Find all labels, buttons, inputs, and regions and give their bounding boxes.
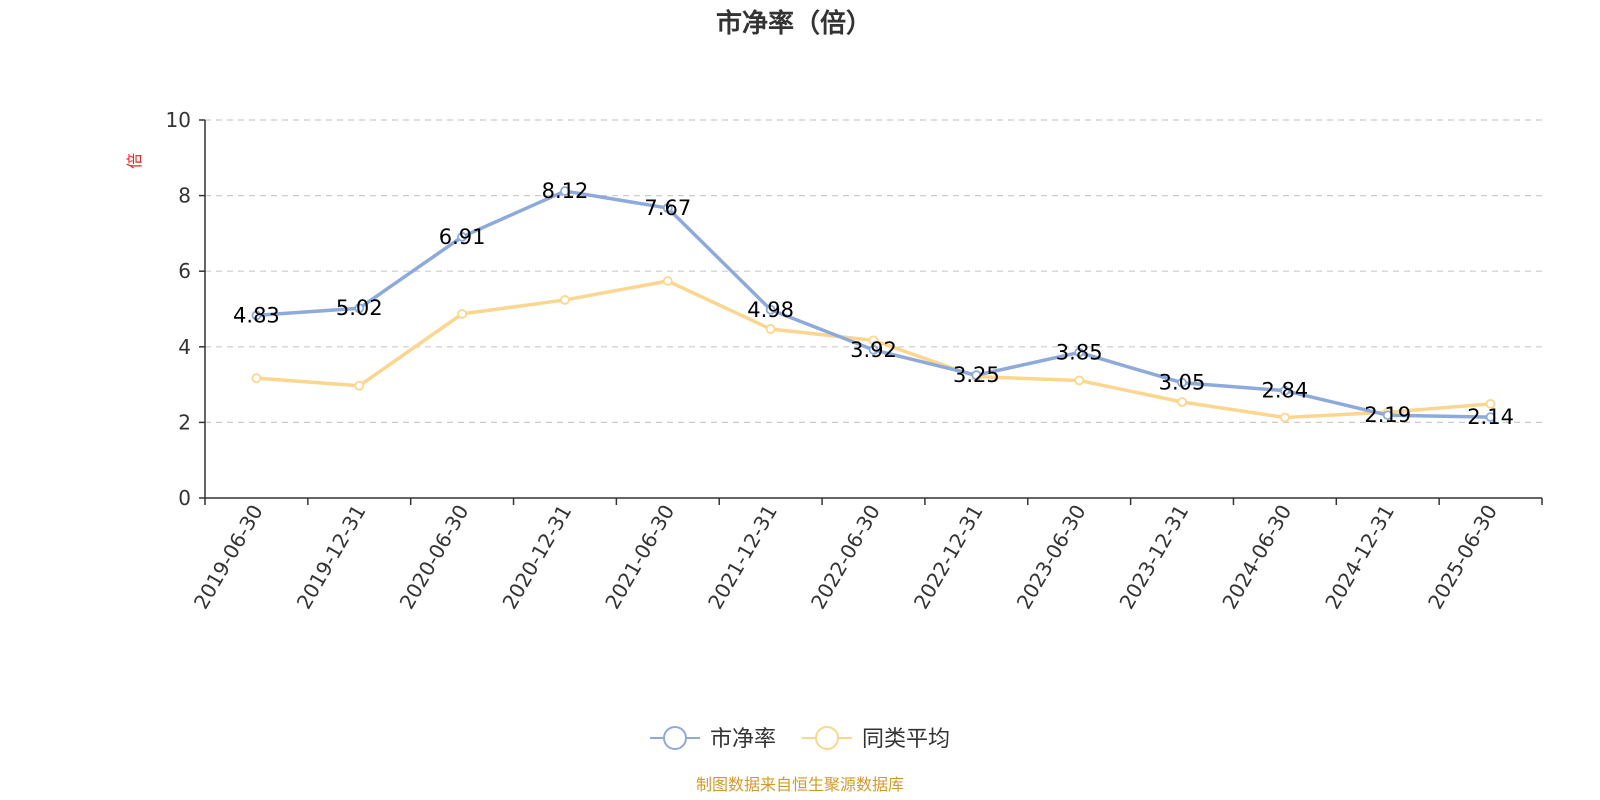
legend-marker <box>663 726 687 750</box>
data-point[interactable] <box>765 324 776 334</box>
data-point[interactable] <box>868 335 879 346</box>
data-label: 2.19 <box>1364 403 1411 427</box>
x-tick-label: 2024-12-31 <box>1320 501 1399 614</box>
series-1 <box>251 276 1496 423</box>
data-label: 8.12 <box>542 179 589 203</box>
data-point[interactable] <box>354 380 365 391</box>
data-point[interactable] <box>1177 377 1187 388</box>
data-point[interactable] <box>1074 375 1085 386</box>
data-label: 3.85 <box>1056 340 1103 364</box>
y-tick-label: 10 <box>166 108 191 132</box>
x-tick-label: 2020-12-31 <box>497 501 576 614</box>
y-tick-label: 8 <box>178 184 191 208</box>
series-0 <box>251 186 1496 423</box>
data-point[interactable] <box>1177 397 1187 407</box>
source-note: 制图数据来自恒生聚源数据库 <box>696 775 904 794</box>
x-tick-label: 2025-06-30 <box>1423 501 1502 614</box>
legend-item[interactable]: 市净率 <box>650 726 776 752</box>
x-tick-label: 2019-06-30 <box>189 501 268 614</box>
data-point[interactable] <box>251 310 262 321</box>
data-point[interactable] <box>1074 347 1085 358</box>
data-label: 7.67 <box>644 196 691 220</box>
data-labels: 4.83 5.02 6.91 8.12 7.67 4.98 3.92 3.25 3.85 3.05… <box>233 179 1514 429</box>
data-label: 3.05 <box>1159 371 1206 395</box>
data-point[interactable] <box>560 186 570 196</box>
x-tick-label: 2022-06-30 <box>806 501 885 614</box>
data-label: 2.14 <box>1467 405 1514 429</box>
data-label: 3.92 <box>850 338 897 362</box>
data-point[interactable] <box>971 370 982 381</box>
legend-label: 市净率 <box>710 727 776 752</box>
x-tick-label: 2023-06-30 <box>1012 501 1091 614</box>
x-tick-label: 2019-12-31 <box>292 501 371 614</box>
x-tick-label: 2024-06-30 <box>1217 501 1296 614</box>
x-tick-label: 2023-12-31 <box>1114 501 1193 614</box>
data-point[interactable] <box>662 276 673 286</box>
data-point[interactable] <box>457 231 468 242</box>
y-tick-label: 0 <box>178 486 191 510</box>
data-label: 3.25 <box>953 363 1000 387</box>
y-tick-label: 4 <box>178 335 191 359</box>
legend-marker <box>815 726 839 750</box>
data-point[interactable] <box>1279 385 1290 396</box>
data-point[interactable] <box>1382 410 1393 421</box>
y-tick-label: 6 <box>178 259 191 283</box>
y-axis-unit-label: 倍 <box>125 153 144 169</box>
data-point[interactable] <box>868 344 879 355</box>
chart-title: 市净率（倍） <box>716 8 872 39</box>
data-point[interactable] <box>765 304 776 315</box>
data-point[interactable] <box>1485 398 1496 409</box>
data-point[interactable] <box>354 303 365 314</box>
data-label: 6.91 <box>439 225 486 249</box>
y-tick-label: 2 <box>178 410 191 434</box>
grid-lines <box>205 119 1542 423</box>
legend[interactable]: 市净率 同类平均 <box>650 726 950 752</box>
data-label: 5.02 <box>336 296 383 320</box>
x-tick-label: 2022-12-31 <box>909 501 988 614</box>
data-label: 4.98 <box>747 298 794 322</box>
data-label: 2.84 <box>1262 379 1309 403</box>
data-point[interactable] <box>1279 412 1290 423</box>
series-lines <box>251 186 1496 423</box>
data-label: 4.83 <box>233 303 280 327</box>
data-point[interactable] <box>560 295 570 305</box>
data-point[interactable] <box>457 309 468 319</box>
x-tick-label: 2021-12-31 <box>703 501 782 614</box>
x-tick-label: 2021-06-30 <box>600 501 679 614</box>
x-tick-label: 2020-06-30 <box>395 500 474 613</box>
data-point[interactable] <box>662 203 673 213</box>
data-point[interactable] <box>1485 412 1496 423</box>
legend-item[interactable]: 同类平均 <box>802 726 950 752</box>
legend-label: 同类平均 <box>862 727 950 752</box>
data-point[interactable] <box>251 373 262 384</box>
